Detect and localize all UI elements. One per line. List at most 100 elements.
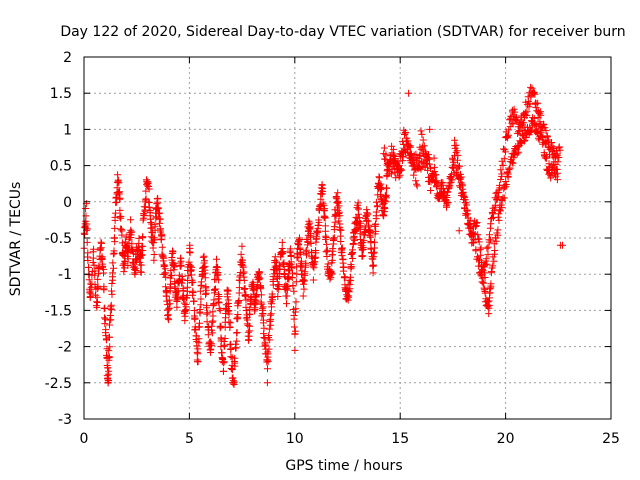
data-point	[550, 158, 558, 166]
data-point	[330, 236, 338, 244]
data-point	[556, 241, 564, 249]
data-point	[139, 242, 147, 250]
data-point	[394, 165, 402, 173]
data-point	[478, 274, 486, 282]
data-point	[230, 378, 238, 386]
data-point	[473, 219, 480, 227]
data-point	[485, 310, 493, 318]
data-point	[283, 286, 291, 294]
data-point	[360, 236, 368, 244]
data-point	[244, 328, 252, 336]
data-point	[110, 264, 117, 272]
data-point	[433, 177, 441, 185]
data-point	[463, 201, 471, 209]
data-point	[274, 274, 281, 282]
x-axis-tick-labels: 0 5 10 15 20 25	[80, 431, 620, 447]
plot-frame	[83, 56, 612, 420]
y-tick-label: -3	[58, 412, 72, 428]
data-point	[208, 329, 216, 337]
grid	[84, 57, 611, 419]
x-tick-label: 15	[391, 431, 409, 447]
data-point	[347, 263, 355, 271]
data-point	[340, 263, 348, 271]
data-point	[349, 249, 357, 256]
data-point	[267, 321, 275, 329]
data-point	[418, 163, 426, 171]
data-point	[111, 213, 119, 221]
data-point	[265, 332, 273, 339]
data-point	[271, 263, 279, 271]
data-point	[267, 315, 274, 323]
data-point	[203, 304, 210, 312]
data-point	[87, 290, 95, 298]
data-point	[140, 212, 148, 220]
data-point	[167, 280, 174, 288]
data-point	[534, 99, 542, 107]
axis-ticks	[83, 56, 612, 420]
data-point	[98, 253, 106, 261]
data-point	[382, 191, 390, 199]
data-point	[105, 347, 113, 355]
data-point	[555, 154, 563, 161]
data-point	[203, 310, 211, 318]
data-point	[296, 236, 304, 243]
data-point	[430, 154, 438, 162]
data-point	[464, 210, 472, 218]
data-point	[500, 155, 508, 163]
y-axis-tick-labels: -3 -2.5 -2 -1.5 -1 -0.5 0 0.5 1 1.5 2	[45, 50, 72, 428]
data-point	[395, 162, 403, 170]
data-point	[94, 275, 102, 283]
data-point	[130, 263, 138, 271]
data-point	[108, 280, 116, 287]
data-point	[86, 294, 94, 301]
data-point	[472, 223, 480, 230]
data-point	[427, 165, 434, 173]
data-point	[217, 323, 225, 331]
data-point	[535, 122, 543, 130]
data-point	[179, 285, 187, 293]
data-point	[387, 170, 395, 178]
data-point	[494, 226, 502, 234]
data-point	[229, 379, 237, 387]
data-point	[492, 237, 500, 245]
data-point	[233, 337, 241, 345]
data-point	[201, 266, 209, 274]
data-point	[189, 278, 197, 286]
data-point	[94, 282, 102, 290]
data-point	[357, 219, 364, 227]
data-point	[335, 217, 343, 225]
data-point	[548, 139, 555, 146]
data-point	[300, 285, 308, 293]
data-point	[165, 316, 173, 324]
data-point	[301, 271, 309, 279]
data-point	[239, 256, 246, 264]
data-point	[278, 238, 286, 246]
data-point	[260, 316, 267, 324]
data-point	[379, 212, 387, 220]
data-point	[150, 236, 158, 244]
data-point	[523, 107, 531, 115]
data-point	[497, 207, 504, 215]
data-point	[511, 108, 519, 116]
data-point	[193, 356, 201, 364]
data-point	[290, 312, 298, 319]
data-point	[104, 376, 112, 384]
data-point	[302, 259, 310, 267]
data-point	[370, 261, 377, 269]
data-point	[556, 146, 564, 154]
data-point	[171, 283, 179, 291]
data-point	[291, 346, 299, 354]
data-point	[165, 296, 173, 304]
data-point	[430, 172, 438, 180]
y-tick-label: 1.5	[50, 86, 72, 102]
data-point	[456, 182, 463, 190]
data-point	[109, 250, 117, 258]
data-point	[487, 236, 494, 244]
data-point	[383, 184, 391, 192]
data-point	[127, 216, 135, 224]
data-point	[158, 243, 166, 251]
data-point	[323, 253, 331, 260]
data-point	[477, 244, 485, 252]
data-point	[452, 168, 460, 176]
data-point	[310, 264, 318, 272]
